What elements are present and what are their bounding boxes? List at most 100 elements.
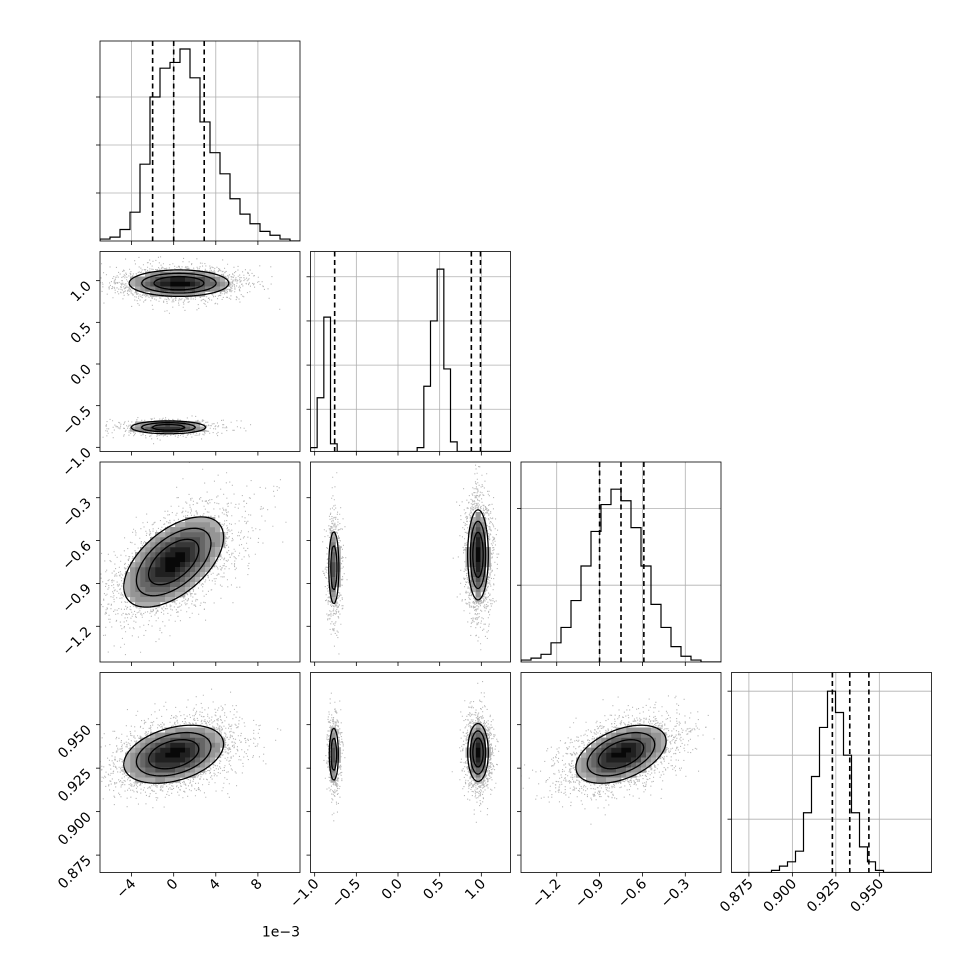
x-tick-label: 0.875 — [717, 876, 757, 916]
y-tick-label: 1.0 — [68, 278, 95, 305]
y-tick-label: 0.875 — [55, 853, 95, 893]
y-tick-label: −1.0 — [59, 445, 94, 480]
panel-frame — [99, 461, 301, 663]
density-cell — [475, 742, 481, 763]
histogram-bars — [521, 488, 721, 662]
density-cell — [140, 732, 206, 773]
panel-frame — [99, 40, 301, 242]
density-cell — [125, 517, 226, 608]
scatter-panel-1-2 — [306, 461, 511, 666]
density-contour — [330, 730, 487, 775]
histogram-bars — [100, 48, 300, 241]
x-tick-label: −1.0 — [287, 876, 322, 911]
density-contour — [328, 509, 489, 605]
density-contour — [123, 724, 225, 784]
x-tick-label: 0 — [164, 876, 182, 894]
density-cell — [330, 742, 486, 763]
panel-frame — [310, 251, 511, 452]
density-cell — [160, 276, 196, 287]
panel-frame — [310, 461, 511, 663]
x-tick-label: 0.925 — [804, 876, 844, 916]
panel-frame — [310, 672, 511, 873]
density-cell — [475, 547, 481, 563]
y-tick-label: −0.3 — [59, 495, 94, 530]
density-cell — [330, 512, 486, 598]
density-contour — [330, 520, 487, 591]
histogram-panel-3 — [727, 672, 932, 873]
x-tick-label: 8 — [248, 876, 266, 894]
density-cell — [330, 522, 486, 588]
x-tick-label: −0.9 — [572, 876, 607, 911]
density-cell — [155, 276, 201, 432]
tick-labels: −4 0 4 8 −1.0 −0.5 0.0 0.5 1.0 −1.2 −0.9 −0.6 −0.3 0.… — [55, 278, 887, 940]
panel-frame — [99, 672, 301, 873]
x-tick-label: −0.6 — [615, 876, 650, 911]
y-tick-label: 0.0 — [68, 362, 95, 389]
x-tick-label: 0.950 — [847, 876, 887, 916]
y-tick-label: 0.900 — [55, 809, 95, 849]
histogram-bars — [310, 268, 511, 452]
x-tick-label: 0.900 — [761, 876, 801, 916]
histogram-bars — [731, 690, 932, 873]
y-tick-label: −1.2 — [59, 624, 94, 659]
density-contour — [147, 538, 200, 586]
histogram-panel-0 — [96, 40, 301, 242]
density-cell — [135, 271, 226, 432]
density-contour — [135, 731, 212, 777]
panel-frame — [99, 251, 301, 452]
density-cell — [150, 276, 206, 432]
density-contour — [472, 737, 484, 768]
density-cell — [330, 722, 491, 783]
x-tick-label: 1.0 — [462, 876, 489, 903]
density-cell — [330, 732, 486, 773]
panel-frame — [520, 672, 722, 873]
density-cell — [330, 517, 491, 603]
density-cell — [170, 281, 191, 287]
density-cell — [475, 532, 481, 578]
x-tick-label: −1.2 — [529, 876, 564, 911]
density-contour — [140, 272, 217, 433]
density-cell — [475, 537, 481, 573]
scatter-points — [521, 695, 715, 825]
x-tick-label: 4 — [206, 876, 224, 894]
density-cell — [475, 747, 481, 758]
y-tick-label: 0.950 — [55, 722, 95, 762]
scatter-panel-0-2 — [96, 461, 301, 666]
x-tick-label: 0.0 — [379, 876, 406, 903]
density-cell — [330, 527, 486, 583]
density-contour — [472, 531, 484, 579]
density-contour — [575, 724, 667, 784]
histogram-panel-1 — [306, 251, 511, 452]
x-tick-label: 0.5 — [420, 876, 447, 903]
density-contour — [147, 739, 200, 770]
x-tick-label: −0.3 — [658, 876, 693, 911]
density-cell — [576, 727, 667, 783]
y-tick-label: 0.5 — [68, 320, 95, 347]
density-cell — [130, 271, 231, 432]
x-offset-label: 1e−3 — [262, 925, 300, 941]
density-contour — [328, 722, 489, 783]
y-tick-label: −0.5 — [59, 403, 94, 438]
point-cloud — [521, 695, 715, 825]
y-tick-label: −0.9 — [59, 581, 94, 616]
density-cell — [125, 727, 226, 783]
scatter-panel-0-1 — [96, 251, 301, 456]
density-contour — [151, 275, 205, 431]
scatter-panel-2-3 — [517, 672, 722, 877]
density-contour — [123, 516, 225, 608]
y-tick-label: 0.925 — [55, 766, 95, 806]
panel-frame — [731, 672, 932, 873]
histogram-panel-2 — [517, 461, 722, 663]
density-contour — [128, 269, 230, 435]
x-tick-label: −4 — [113, 876, 139, 902]
x-tick-label: −0.5 — [329, 876, 364, 911]
density-contour — [597, 739, 645, 770]
y-tick-label: −0.6 — [59, 538, 94, 573]
density-contour — [135, 527, 212, 597]
scatter-panel-0-3 — [96, 672, 301, 877]
density-cell — [586, 732, 657, 778]
panel-frame — [520, 461, 722, 663]
density-contour — [586, 731, 656, 777]
scatter-panel-1-3 — [306, 672, 511, 877]
